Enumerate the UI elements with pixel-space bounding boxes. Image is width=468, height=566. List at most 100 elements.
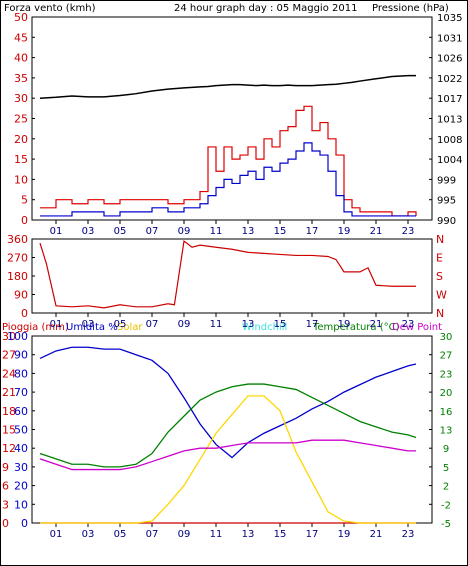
rain-tick-label: 30 — [2, 330, 16, 343]
solar-label: Solar — [117, 322, 143, 333]
rain-tick-label: 27 — [2, 349, 16, 362]
pressure-tick-label: 1017 — [437, 94, 462, 105]
solar-line — [40, 395, 416, 524]
windchill-label: Windchill — [242, 322, 287, 333]
rain-tick-label: 24 — [2, 367, 16, 380]
pressure-tick-label: 1013 — [437, 115, 462, 126]
x-tick-label: 07 — [146, 319, 159, 330]
pressure-axis-label: Pressione (hPa) — [372, 3, 449, 14]
x-tick-label: 17 — [306, 319, 319, 330]
wind-tick-label: 10 — [14, 173, 28, 186]
x-tick-label: 09 — [178, 226, 191, 237]
rain-tick-label: 18 — [2, 405, 16, 418]
temperature-tick-label: -2 — [441, 500, 451, 511]
x-tick-label: 11 — [210, 529, 223, 540]
wind-tick-label: 40 — [14, 52, 28, 65]
wind-axis-label: Forza vento (kmh) — [4, 3, 96, 14]
pressure-tick-label: 999 — [437, 175, 456, 186]
wind-tick-label: 5 — [21, 194, 28, 207]
rain-tick-label: 6 — [2, 480, 9, 493]
humidity-tick-label: 70 — [14, 386, 28, 399]
x-tick-label: 19 — [338, 226, 351, 237]
pressure-tick-label: 1035 — [437, 13, 462, 24]
humidity-tick-label: 0 — [21, 517, 28, 530]
wind-direction-line — [39, 239, 416, 309]
x-tick-label: 23 — [402, 319, 415, 330]
temperature-tick-label: -5 — [441, 519, 451, 530]
compass-label: S — [436, 270, 443, 283]
compass-label: N — [436, 307, 444, 320]
rain-tick-label: 3 — [2, 498, 9, 511]
compass-label: E — [436, 252, 443, 265]
x-tick-label: 01 — [50, 319, 63, 330]
dewpoint-line — [39, 439, 416, 471]
x-tick-label: 13 — [242, 226, 255, 237]
x-tick-label: 05 — [114, 319, 127, 330]
direction-tick-label: 360 — [7, 233, 28, 246]
wind-gust-line — [40, 105, 417, 217]
x-tick-label: 13 — [242, 319, 255, 330]
direction-tick-label: 270 — [7, 252, 28, 265]
temperature-tick-label: 9 — [443, 444, 449, 455]
x-tick-label: 07 — [146, 529, 159, 540]
x-tick-label: 17 — [306, 226, 319, 237]
x-tick-label: 01 — [50, 529, 63, 540]
x-tick-label: 09 — [178, 529, 191, 540]
x-tick-label: 05 — [114, 226, 127, 237]
x-tick-label: 11 — [210, 226, 223, 237]
humidity-tick-label: 50 — [14, 424, 28, 437]
wind-tick-label: 0 — [21, 214, 28, 227]
humidity-tick-label: 60 — [14, 405, 28, 418]
rain-tick-label: 0 — [2, 517, 9, 530]
humidity-tick-label: 100 — [7, 330, 28, 343]
temperature-tick-label: 16 — [440, 407, 453, 418]
pressure-tick-label: 990 — [437, 216, 456, 227]
pressure-tick-label: 1031 — [437, 33, 462, 44]
x-tick-label: 03 — [82, 529, 95, 540]
temperature-tick-label: 13 — [440, 426, 453, 437]
x-tick-label: 05 — [114, 529, 127, 540]
panel-climate-frame — [31, 335, 433, 524]
x-tick-label: 15 — [274, 226, 287, 237]
pressure-tick-label: 1026 — [437, 54, 462, 65]
humidity-tick-label: 20 — [14, 480, 28, 493]
direction-tick-label: 90 — [14, 289, 28, 302]
pressure-tick-label: 1022 — [437, 74, 462, 85]
humidity-line — [39, 346, 417, 459]
humidity-label: Umidita % — [66, 322, 118, 333]
humidity-tick-label: 80 — [14, 367, 28, 380]
x-tick-label: 03 — [82, 319, 95, 330]
temperature-tick-label: 23 — [440, 369, 453, 380]
x-tick-label: 03 — [82, 226, 95, 237]
dewpoint-label: Dew Point — [392, 322, 442, 333]
wind-tick-label: 50 — [14, 11, 28, 24]
rain-tick-label: 15 — [2, 424, 16, 437]
temperature-tick-label: 20 — [440, 388, 453, 399]
x-tick-label: 07 — [146, 226, 159, 237]
temperature-line — [39, 383, 417, 468]
pressure-line — [39, 74, 416, 99]
x-tick-label: 19 — [338, 319, 351, 330]
direction-tick-label: 0 — [21, 307, 28, 320]
x-tick-label: 15 — [274, 319, 287, 330]
rain-tick-label: 9 — [2, 461, 9, 474]
x-tick-label: 21 — [370, 319, 383, 330]
x-tick-label: 23 — [402, 226, 415, 237]
panel-wind-frame — [31, 16, 433, 221]
wind-average-line — [40, 142, 416, 217]
humidity-tick-label: 10 — [14, 498, 28, 511]
humidity-tick-label: 30 — [14, 461, 28, 474]
rain-tick-label: 12 — [2, 442, 16, 455]
x-tick-label: 11 — [210, 319, 223, 330]
humidity-tick-label: 40 — [14, 442, 28, 455]
direction-tick-label: 180 — [7, 270, 28, 283]
x-tick-label: 01 — [50, 226, 63, 237]
x-tick-label: 09 — [178, 319, 191, 330]
temperature-tick-label: 30 — [440, 332, 453, 343]
pressure-tick-label: 995 — [437, 196, 456, 207]
temperature-tick-label: 27 — [440, 351, 453, 362]
x-tick-label: 21 — [370, 529, 383, 540]
x-tick-label: 15 — [274, 529, 287, 540]
wind-tick-label: 30 — [14, 92, 28, 105]
